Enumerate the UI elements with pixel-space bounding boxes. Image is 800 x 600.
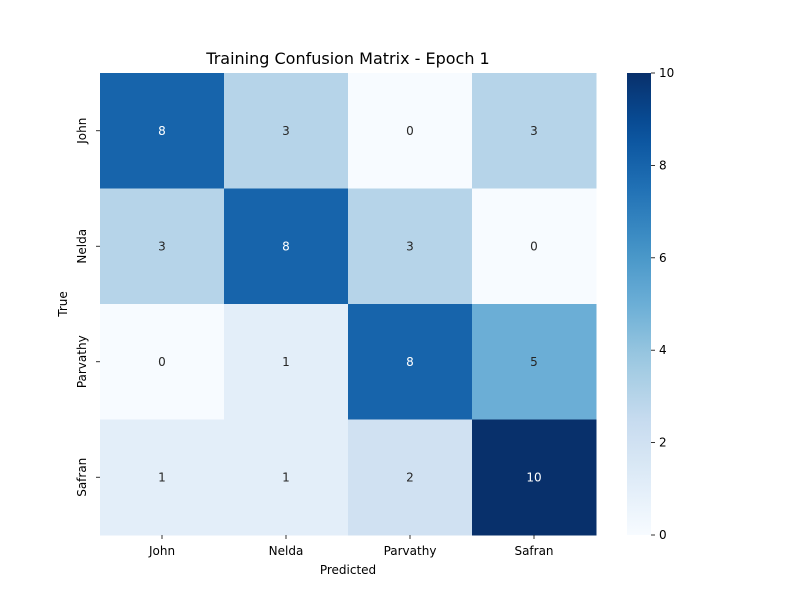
colorbar-tick-label: 6 (659, 251, 667, 265)
heatmap-cell-3-1 (224, 419, 349, 536)
y-tick-label: Parvathy (75, 335, 89, 388)
cell-value-0-0: 8 (158, 124, 166, 138)
heatmap-cell-2-1 (224, 304, 349, 420)
cell-value-3-3: 10 (526, 470, 541, 484)
heatmap-cell-0-1 (224, 73, 349, 189)
colorbar-tick-label: 2 (659, 436, 667, 450)
colorbar (627, 73, 651, 535)
y-tick-labels: John Nelda Parvathy Safran (75, 118, 100, 497)
heatmap-cell-0-3 (472, 73, 597, 189)
heatmap-cell-2-3 (472, 304, 597, 420)
x-tick-label: John (148, 544, 175, 558)
heatmap-cell-1-0 (100, 188, 225, 305)
colorbar-tick-label: 10 (659, 66, 674, 80)
colorbar-tick-label: 4 (659, 343, 667, 357)
cell-value-3-1: 1 (282, 470, 290, 484)
cell-value-3-2: 2 (406, 470, 414, 484)
heatmap-cell-0-0 (100, 73, 225, 189)
y-tick-label: Nelda (75, 229, 89, 264)
cell-value-0-1: 3 (282, 124, 290, 138)
heatmap-cell-3-3 (472, 419, 597, 536)
cell-value-1-0: 3 (158, 239, 166, 253)
cell-value-1-2: 3 (406, 239, 414, 253)
colorbar-tick-label: 0 (659, 528, 667, 542)
heatmap-cell-1-1 (224, 188, 349, 305)
cell-value-1-3: 0 (530, 239, 538, 253)
cell-value-2-2: 8 (406, 355, 414, 369)
heatmap-cells: 8 3 0 3 3 8 3 0 0 1 8 5 1 1 2 10 (100, 73, 597, 536)
heatmap-cell-2-2 (348, 304, 473, 420)
cell-value-0-2: 0 (406, 124, 414, 138)
heatmap-cell-3-2 (348, 419, 473, 536)
heatmap-cell-3-0 (100, 419, 225, 536)
chart-title: Training Confusion Matrix - Epoch 1 (205, 49, 489, 68)
cell-value-2-1: 1 (282, 355, 290, 369)
cell-value-0-3: 3 (530, 124, 538, 138)
colorbar-ticks: 0 2 4 6 8 10 (651, 66, 674, 542)
cell-value-1-1: 8 (282, 239, 290, 253)
heatmap-cell-1-2 (348, 188, 473, 305)
colorbar-tick-label: 8 (659, 158, 667, 172)
cell-value-3-0: 1 (158, 470, 166, 484)
cell-value-2-0: 0 (158, 355, 166, 369)
heatmap-cell-2-0 (100, 304, 225, 420)
heatmap-cell-1-3 (472, 188, 597, 305)
x-tick-labels: John Nelda Parvathy Safran (148, 535, 554, 558)
y-tick-label: Safran (75, 458, 89, 497)
x-axis-label: Predicted (320, 563, 376, 577)
x-tick-label: Nelda (269, 544, 304, 558)
heatmap-cell-0-2 (348, 73, 473, 189)
y-tick-label: John (75, 118, 89, 145)
y-axis-label: True (56, 291, 70, 318)
x-tick-label: Parvathy (384, 544, 437, 558)
cell-value-2-3: 5 (530, 355, 538, 369)
x-tick-label: Safran (514, 544, 553, 558)
